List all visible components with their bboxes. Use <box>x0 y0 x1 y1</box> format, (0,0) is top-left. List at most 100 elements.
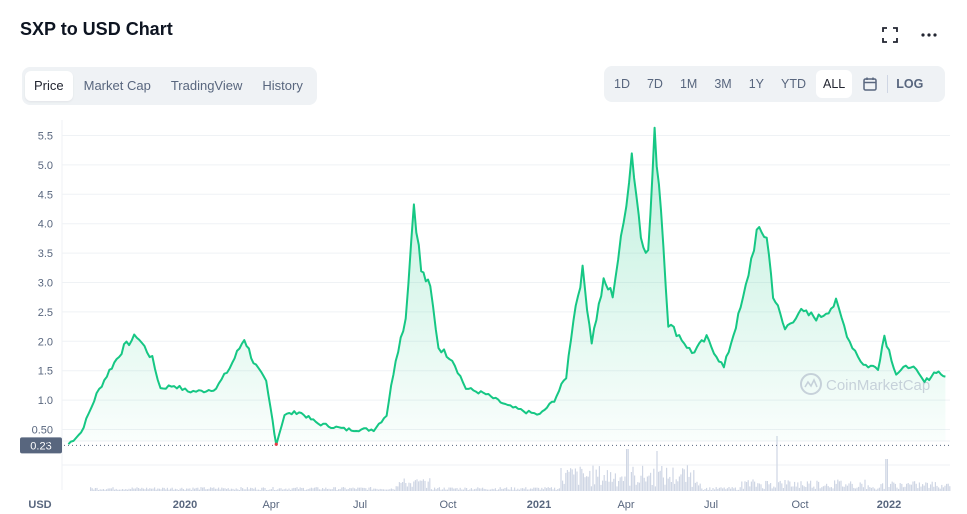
volume-bar <box>456 488 458 491</box>
volume-bar <box>221 487 223 491</box>
volume-bar <box>541 487 543 491</box>
volume-bar <box>579 466 581 491</box>
x-tick-label: 2020 <box>173 499 197 511</box>
volume-bar <box>554 487 556 491</box>
volume-bar <box>947 483 949 491</box>
volume-bar <box>885 459 887 491</box>
volume-bar <box>270 489 272 491</box>
volume-bar <box>171 487 173 491</box>
volume-bar <box>506 487 508 491</box>
volume-bar <box>472 489 474 491</box>
volume-bar <box>619 477 621 491</box>
volume-bar <box>222 488 224 491</box>
x-axis-labels: USD 2020 Apr Jul Oct 2021 Apr Jul Oct 2022 <box>28 499 901 511</box>
volume-bar <box>576 471 578 491</box>
tab-price[interactable]: Price <box>25 71 73 101</box>
volume-bar <box>437 488 439 491</box>
volume-bar <box>402 482 404 491</box>
volume-bar <box>347 489 349 491</box>
volume-bar <box>462 489 464 491</box>
volume-bar <box>894 483 896 491</box>
volume-bar <box>733 488 735 491</box>
volume-bar <box>749 486 751 491</box>
volume-bar <box>259 490 261 491</box>
volume-bar <box>194 488 196 491</box>
range-1y[interactable]: 1Y <box>748 77 765 91</box>
volume-bar <box>331 489 333 491</box>
more-icon[interactable] <box>920 26 938 44</box>
volume-bar <box>373 488 375 491</box>
tab-tradingview[interactable]: TradingView <box>170 78 243 93</box>
volume-bar <box>622 481 624 491</box>
volume-bar <box>197 487 199 491</box>
volume-bar <box>706 487 708 491</box>
volume-bar <box>277 489 279 491</box>
range-1m[interactable]: 1M <box>679 77 698 91</box>
volume-bar <box>435 489 437 491</box>
volume-bar <box>162 487 164 491</box>
volume-bar <box>230 488 232 491</box>
volume-bar <box>304 490 306 491</box>
range-1d[interactable]: 1D <box>614 77 630 91</box>
volume-bar <box>363 487 365 491</box>
volume-bar <box>371 489 373 491</box>
volume-bar <box>624 476 626 491</box>
volume-bar <box>861 483 863 491</box>
fullscreen-icon[interactable] <box>881 26 899 44</box>
x-tick-label: Oct <box>439 499 456 511</box>
volume-bar <box>838 481 840 491</box>
log-scale-toggle[interactable]: LOG <box>896 77 924 91</box>
volume-bar <box>752 479 754 491</box>
watermark: CoinMarketCap <box>800 373 930 395</box>
range-all[interactable]: ALL <box>816 70 853 98</box>
volume-bar <box>94 488 96 491</box>
volume-bar <box>378 489 380 491</box>
volume-bar <box>627 449 629 491</box>
volume-bar <box>458 489 460 491</box>
volume-bar <box>346 489 348 491</box>
volume-bar <box>424 480 426 491</box>
x-tick-label: 2021 <box>527 499 551 511</box>
volume-bar <box>637 482 639 491</box>
volume-bar <box>736 489 738 491</box>
volume-bar <box>568 471 570 491</box>
volume-bar <box>933 486 935 491</box>
range-3m[interactable]: 3M <box>714 77 732 91</box>
volume-bar <box>354 488 356 491</box>
volume-bar <box>845 484 847 491</box>
volume-bar <box>491 488 493 491</box>
volume-bar <box>290 489 292 491</box>
volume-bar <box>742 488 744 491</box>
tab-market-cap[interactable]: Market Cap <box>83 78 151 93</box>
volume-bar <box>765 480 767 491</box>
range-7d[interactable]: 7D <box>646 77 663 91</box>
volume-bar <box>410 483 412 491</box>
volume-bar <box>552 489 554 491</box>
volume-bar <box>158 488 160 491</box>
calendar-icon[interactable] <box>859 70 881 98</box>
volume-bar <box>827 486 829 491</box>
range-ytd[interactable]: YTD <box>781 77 807 91</box>
volume-bar <box>563 483 565 491</box>
range-divider <box>887 75 889 93</box>
volume-bar <box>450 487 452 491</box>
volume-bar <box>819 488 821 491</box>
volume-bar <box>328 488 330 491</box>
volume-bar <box>150 488 152 491</box>
volume-bar <box>438 487 440 491</box>
volume-bar <box>330 489 332 491</box>
volume-bar <box>357 487 359 491</box>
volume-bar <box>653 468 655 491</box>
volume-bar <box>918 482 920 491</box>
tab-history[interactable]: History <box>262 78 303 93</box>
volume-bar <box>355 489 357 491</box>
volume-bar <box>630 472 632 491</box>
volume-bar <box>322 488 324 491</box>
volume-bar <box>176 489 178 491</box>
volume-bar <box>640 475 642 491</box>
volume-bar <box>778 482 780 491</box>
volume-bar <box>112 487 114 491</box>
volume-bar <box>798 487 800 491</box>
volume-bar <box>178 490 180 491</box>
volume-bar <box>250 487 252 491</box>
